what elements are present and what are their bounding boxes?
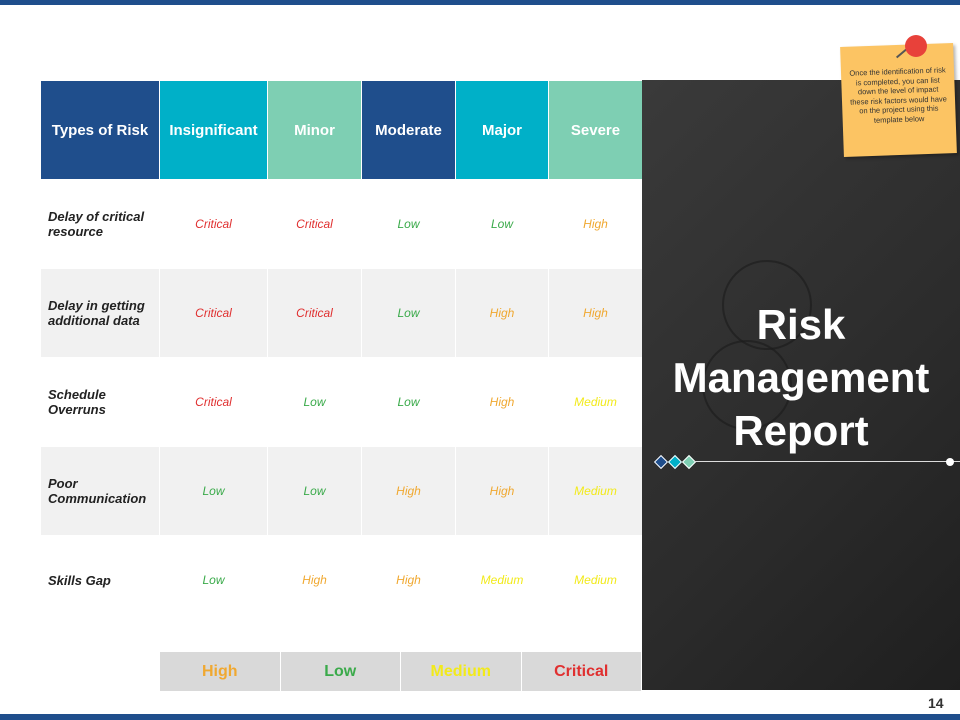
top-bar [0,0,960,5]
risk-type: Schedule Overruns [40,357,160,447]
title-line: Risk [756,301,846,348]
risk-level-cell: High [267,535,362,625]
risk-level-cell: High [361,535,456,625]
risk-type: Delay of critical resource [40,179,160,269]
legend-item: Low [280,652,401,691]
risk-level-cell: Low [361,268,456,358]
risk-type: Skills Gap [40,535,160,625]
column-header: Minor [267,80,362,180]
risk-level-cell: Low [361,179,456,269]
diamond-icon [681,454,697,470]
glasses-image [702,340,792,430]
column-header: Major [455,80,549,180]
column-header: Moderate [361,80,456,180]
decorative-divider [653,454,960,470]
report-title: Risk Management Report [642,298,960,457]
note-text: Once the identification of risk is compl… [849,65,947,125]
risk-type: Delay in getting additional data [40,268,160,358]
risk-level-cell: High [548,179,643,269]
risk-level-cell: Critical [159,268,268,358]
legend-item: Critical [521,652,642,691]
table-row: Schedule Overruns Critical Low Low High Mediu… [40,357,643,447]
risk-level-cell: High [361,446,456,536]
sticky-note: Once the identification of risk is compl… [840,43,957,157]
risk-level-cell: Low [159,535,268,625]
risk-level-cell: Critical [159,357,268,447]
risk-type: Poor Communication [40,446,160,536]
risk-level-cell: Medium [548,446,643,536]
risk-level-cell: Low [361,357,456,447]
legend: High Low Medium Critical [160,652,642,691]
column-header: Severe [548,80,643,180]
risk-level-cell: Critical [267,268,362,358]
risk-level-cell: Critical [159,179,268,269]
risk-level-cell: Medium [455,535,549,625]
title-line: Report [733,407,869,454]
risk-level-cell: Medium [548,357,643,447]
risk-level-cell: Critical [267,179,362,269]
title-panel: Risk Management Report [642,80,960,690]
risk-level-cell: Low [267,446,362,536]
risk-level-cell: High [455,268,549,358]
pushpin-icon [905,35,927,57]
table-row: Skills Gap Low High High Medium Medium [40,535,643,625]
title-line: Management [672,354,930,401]
risk-level-cell: Low [159,446,268,536]
risk-table: Types of Risk Insignificant Minor Moderate M… [40,80,643,625]
risk-level-cell: High [548,268,643,358]
page-number: 14 [928,695,944,711]
risk-level-cell: High [455,357,549,447]
table-row: Delay in getting additional data Critical… [40,268,643,358]
column-header: Insignificant [159,80,268,180]
risk-level-cell: High [455,446,549,536]
table-row: Delay of critical resource Critical Critic… [40,179,643,269]
risk-level-cell: Medium [548,535,643,625]
diamond-icon [667,454,683,470]
bottom-bar [0,714,960,720]
legend-item: High [160,652,281,691]
table-row: Poor Communication Low Low High High Medium [40,446,643,536]
diamond-icon [653,454,669,470]
legend-item: Medium [401,652,522,691]
risk-level-cell: Low [267,357,362,447]
risk-level-cell: Low [455,179,549,269]
column-header: Types of Risk [40,80,160,180]
